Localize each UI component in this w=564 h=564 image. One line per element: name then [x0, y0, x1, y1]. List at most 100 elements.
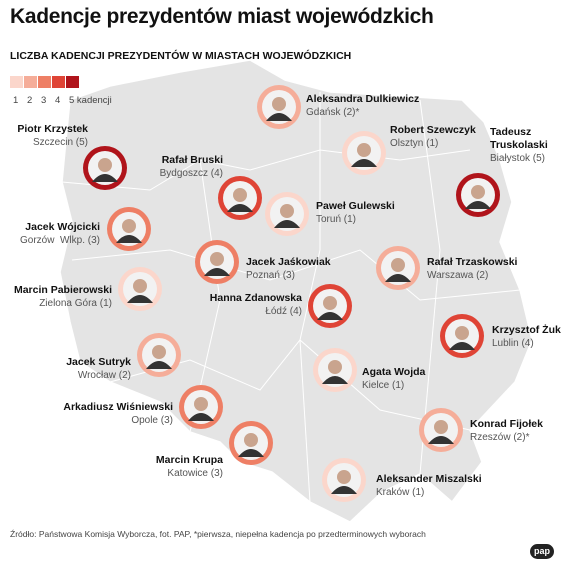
- portrait: [471, 185, 485, 199]
- person-label: Konrad Fijołek Rzeszów (2)*: [470, 418, 543, 444]
- person-name: Jacek Jaśkowiak: [246, 256, 331, 268]
- person-label: Piotr Krzystek Szczecin (5): [17, 123, 88, 149]
- portrait: [323, 296, 337, 310]
- person-name: Paweł Gulewski: [316, 200, 395, 212]
- person-name: Hanna Zdanowska: [209, 292, 302, 304]
- portrait: [357, 143, 371, 157]
- city: Lublin (4): [492, 338, 534, 349]
- legend-label: 2: [27, 95, 33, 106]
- city: Bydgoszcz (4): [159, 168, 223, 179]
- legend-label: 3: [41, 95, 47, 106]
- portrait: [266, 113, 292, 121]
- portrait: [351, 159, 377, 167]
- person-name: Arkadiusz Wiśniewski: [63, 401, 173, 413]
- city: Rzeszów (2)*: [470, 432, 530, 443]
- person-name: Marcin Krupa: [155, 454, 223, 466]
- person-label: Marcin Krupa Katowice (3): [156, 454, 223, 480]
- portrait: [227, 204, 253, 212]
- logo: pap: [529, 544, 554, 559]
- portrait: [98, 158, 112, 172]
- city: Opole (3): [131, 415, 173, 426]
- portrait: [455, 326, 469, 340]
- person-label: Agata Wojda Kielce (1): [362, 366, 425, 392]
- person-name: Konrad Fijołek: [470, 418, 543, 430]
- portrait: [194, 397, 208, 411]
- portrait: [272, 97, 286, 111]
- person-label: Jacek Wójcicki Gorzów Wlkp. (3): [20, 221, 100, 247]
- legend-label: 1: [13, 95, 19, 106]
- person-label: Marcin Pabierowski Zielona Góra (1): [14, 284, 112, 310]
- person-name: Aleksander Miszalski: [376, 473, 482, 485]
- source: Źródło: Państwowa Komisja Wyborcza, fot.…: [10, 529, 426, 539]
- title: Kadencje prezydentów miast wojewódzkich: [10, 5, 434, 28]
- portrait: [274, 220, 300, 228]
- legend-swatch: [38, 76, 51, 88]
- person-name: Jacek Wójcicki: [25, 221, 100, 233]
- city: Gorzów Wlkp. (3): [19, 235, 100, 246]
- person-label: Robert Szewczyk Olsztyn (1): [390, 124, 476, 150]
- city: Olsztyn (1): [390, 138, 439, 149]
- city: Katowice (3): [167, 468, 223, 479]
- portrait: [210, 252, 224, 266]
- portrait: [280, 204, 294, 218]
- person-label: Jacek Sutryk Wrocław (2): [66, 356, 131, 382]
- portrait: [337, 470, 351, 484]
- legend-swatch: [66, 76, 79, 88]
- city: Kraków (1): [376, 487, 425, 498]
- portrait: [385, 274, 411, 282]
- person-name: Tadeusz Truskolaski: [490, 126, 548, 151]
- portrait: [244, 433, 258, 447]
- region-border: [61, 149, 471, 191]
- portrait: [188, 413, 214, 421]
- portrait: [238, 449, 264, 457]
- city: Szczecin (5): [32, 137, 88, 148]
- city: Warszawa (2): [427, 270, 489, 281]
- person-label: Krzysztof Żuk Lublin (4): [492, 324, 561, 350]
- legend-label: 4: [55, 95, 61, 106]
- person-label: Paweł Gulewski Toruń (1): [316, 200, 395, 226]
- city: Poznań (3): [246, 270, 295, 281]
- person-label: Rafał Trzaskowski Warszawa (2): [427, 256, 517, 282]
- region-border: [71, 249, 521, 301]
- person-label: Rafał Bruski Bydgoszcz (4): [160, 154, 223, 180]
- person-name: Piotr Krzystek: [17, 123, 88, 135]
- person-name: Aleksandra Dulkiewicz: [306, 93, 420, 105]
- poland-outline: [59, 59, 533, 523]
- region-border: [419, 99, 441, 475]
- portrait: [322, 376, 348, 384]
- person-name: Marcin Pabierowski: [13, 284, 112, 296]
- portrait: [328, 360, 342, 374]
- region-border: [299, 92, 321, 503]
- person-label: Aleksandra Dulkiewicz Gdańsk (2)*: [306, 93, 419, 119]
- person-name: Jacek Sutryk: [66, 356, 131, 368]
- portrait: [133, 279, 147, 293]
- person-label: Tadeusz Truskolaski Białystok (5): [490, 126, 564, 165]
- legend-swatch: [24, 76, 37, 88]
- legend-label: 5 kadencji: [69, 95, 112, 106]
- city: Toruń (1): [316, 214, 357, 225]
- portrait: [204, 268, 230, 276]
- city: Łódź (4): [265, 306, 302, 317]
- portrait: [434, 420, 448, 434]
- portrait: [233, 188, 247, 202]
- portrait: [391, 258, 405, 272]
- portrait: [428, 436, 454, 444]
- legend-swatch: [52, 76, 65, 88]
- city: Gdańsk (2)*: [306, 107, 360, 118]
- portrait: [449, 342, 475, 350]
- portrait: [465, 201, 491, 209]
- portrait: [152, 345, 166, 359]
- portrait: [116, 235, 142, 243]
- person-name: Agata Wojda: [362, 366, 426, 378]
- portrait: [122, 219, 136, 233]
- portrait: [146, 361, 172, 369]
- portrait: [92, 174, 118, 182]
- person-label: Jacek Jaśkowiak Poznań (3): [246, 256, 331, 282]
- city: Wrocław (2): [77, 370, 131, 381]
- person-label: Arkadiusz Wiśniewski Opole (3): [63, 401, 173, 427]
- person-name: Rafał Trzaskowski: [427, 256, 518, 268]
- portrait: [317, 312, 343, 320]
- city: Zielona Góra (1): [39, 298, 112, 309]
- portrait: [127, 295, 153, 303]
